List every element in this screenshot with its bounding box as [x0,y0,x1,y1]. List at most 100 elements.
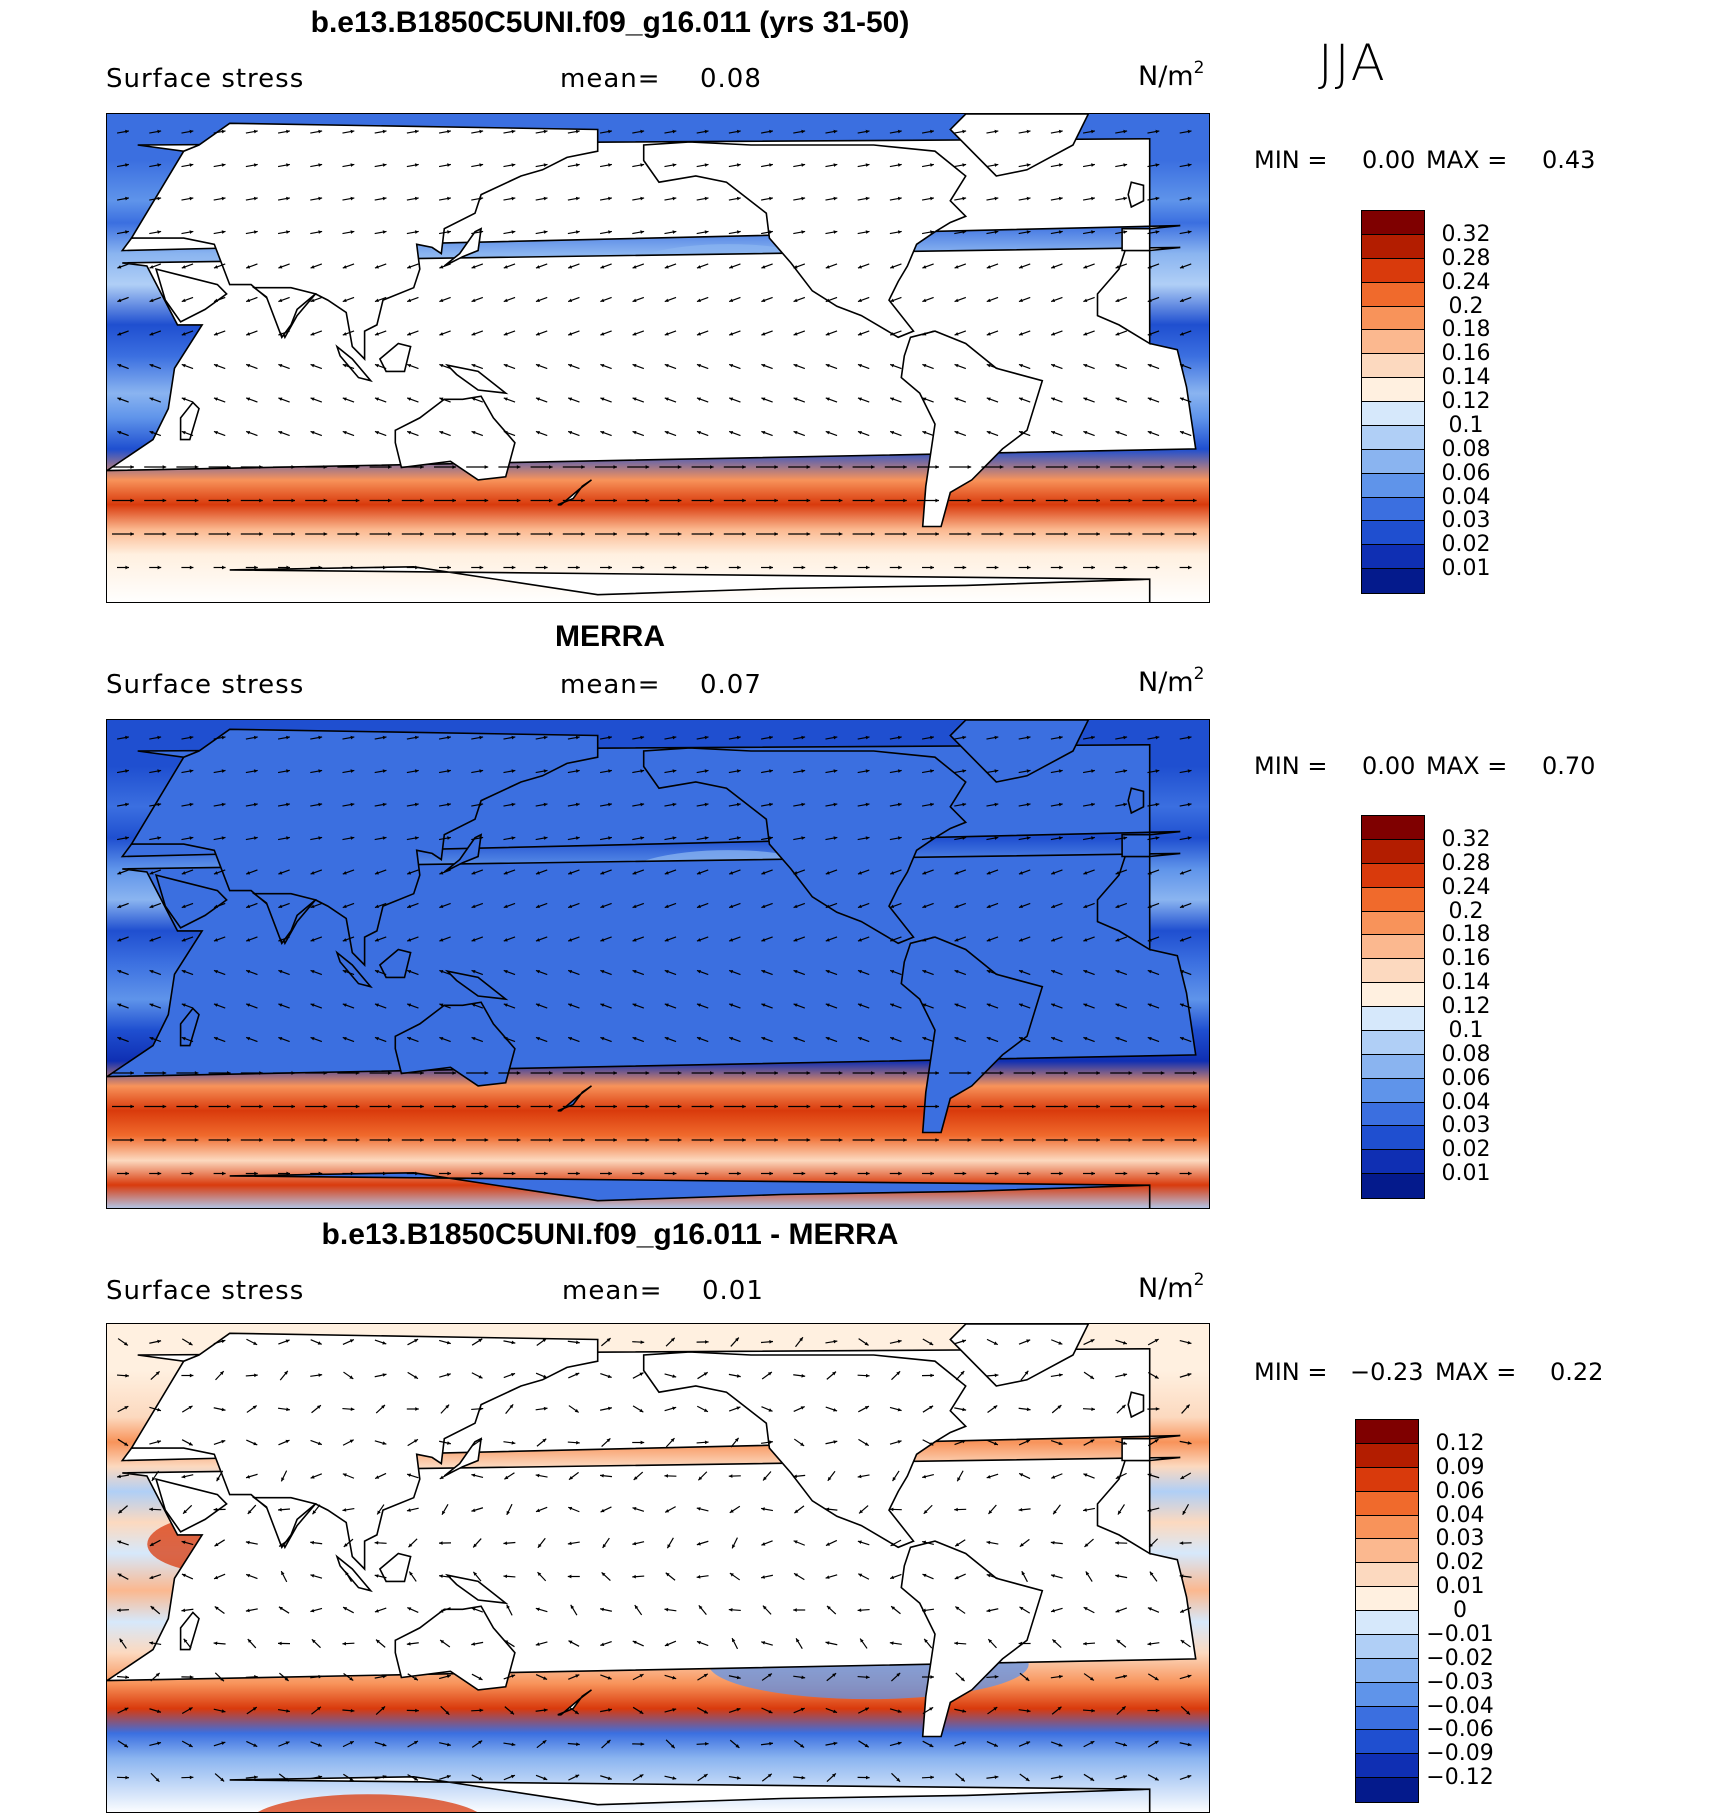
vector-arrow [1174,1104,1197,1109]
vector-arrow [1018,1507,1031,1512]
vector-arrow [503,263,516,269]
vector-arrow [406,363,419,370]
vector-arrow [213,397,226,403]
vector-arrow [728,196,741,201]
vector-arrow [756,465,778,469]
vector-arrow [1142,1104,1165,1109]
vector-arrow [728,397,741,403]
vector-arrow [857,1373,870,1378]
vector-arrow [986,1473,999,1479]
vector-arrow [793,430,806,437]
colorbar-tick-label: −0.02 [1426,1645,1494,1671]
vector-arrow [471,196,484,201]
vector-arrow [728,902,741,909]
vector-arrow [986,1540,999,1545]
vector-arrow [342,296,355,303]
vector-arrow [342,397,355,403]
vector-arrow [151,1470,160,1482]
vector-arrow [342,263,355,269]
vector-arrow [408,1538,418,1548]
vector-arrow [503,1003,516,1009]
vector-arrow [342,1171,355,1176]
vector-arrow [1147,735,1160,740]
vector-arrow [535,565,548,570]
vector-arrow [1115,296,1128,303]
vector-arrow [632,163,645,168]
vector-arrow [659,465,682,469]
vector-arrow [696,397,709,403]
vector-arrow [471,735,484,740]
panel-3-mean-label: mean= [562,1276,663,1306]
vector-arrow [305,465,328,469]
vector-arrow [922,330,934,336]
vector-arrow [696,330,709,336]
vector-arrow [595,1071,617,1075]
vector-arrow [857,163,870,168]
vector-arrow [245,263,258,269]
vector-arrow [857,769,870,774]
vector-arrow [176,532,199,536]
vector-arrow [439,1440,451,1445]
vector-arrow [793,1373,806,1378]
vector-arrow [923,1638,933,1649]
vector-arrow [567,163,580,168]
vector-arrow [825,735,838,740]
vector-arrow [311,1638,321,1649]
vector-arrow [181,1171,194,1176]
vector-arrow [471,1407,484,1411]
vector-arrow [922,902,934,909]
vector-arrow [664,129,677,134]
vector-arrow [434,465,456,469]
vector-arrow [149,1539,161,1547]
vector-arrow [1147,836,1160,841]
vector-arrow [1050,1741,1063,1747]
colorbar-tick-label: 0.04 [1441,1089,1491,1115]
vector-arrow [1050,836,1063,841]
vector-arrow [471,330,484,336]
vector-arrow [857,129,870,134]
vector-arrow [1147,1740,1159,1748]
vector-arrow [664,1003,677,1009]
vector-arrow [567,430,580,437]
vector-arrow [374,902,387,909]
vector-arrow [1018,1709,1031,1713]
vector-arrow [213,263,226,269]
vector-arrow [245,129,258,134]
vector-arrow [149,430,162,437]
vector-arrow [116,1373,130,1378]
vector-arrow [857,565,870,570]
coastline [1127,1391,1145,1419]
vector-arrow [632,836,645,841]
vector-arrow [922,1036,934,1043]
vector-arrow [788,465,811,469]
vector-arrow [1018,363,1031,370]
vector-arrow [406,1171,419,1176]
vector-arrow [788,532,811,536]
vector-arrow [503,1036,516,1043]
vector-arrow [922,397,934,403]
vector-arrow [825,230,838,235]
vector-arrow [1050,330,1063,336]
vector-arrow [374,330,387,336]
vector-arrow [149,230,162,235]
vector-arrow [632,1742,645,1746]
vector-arrow [1147,902,1160,909]
vector-arrow [344,1571,353,1582]
vector-arrow [825,430,838,437]
vector-arrow [889,1171,902,1176]
vector-arrow [599,129,613,134]
vector-arrow [342,735,355,740]
vector-arrow [310,969,323,976]
vector-arrow [562,465,585,469]
vector-arrow [182,1504,193,1515]
vector-arrow [310,129,323,134]
vector-arrow [1018,397,1031,403]
vector-arrow [343,1371,354,1380]
vector-arrow [503,1340,516,1345]
colorbar-tick-label: 0.01 [1441,556,1491,582]
vector-arrow [183,1638,192,1649]
coastline [444,363,509,395]
vector-arrow [1018,565,1031,570]
vector-arrow [278,1741,290,1747]
vector-arrow [567,802,580,807]
